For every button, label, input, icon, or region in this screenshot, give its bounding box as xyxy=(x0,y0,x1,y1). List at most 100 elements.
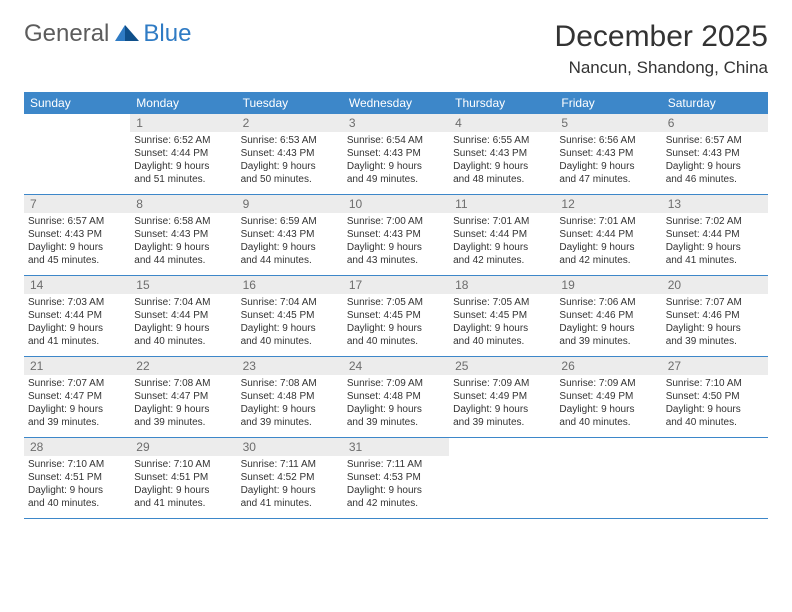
day-body: Sunrise: 7:10 AMSunset: 4:51 PMDaylight:… xyxy=(130,456,236,518)
calendar-cell: 25Sunrise: 7:09 AMSunset: 4:49 PMDayligh… xyxy=(449,357,555,438)
calendar-cell: 12Sunrise: 7:01 AMSunset: 4:44 PMDayligh… xyxy=(555,195,661,276)
calendar-week-row: 21Sunrise: 7:07 AMSunset: 4:47 PMDayligh… xyxy=(24,357,768,438)
day-body: Sunrise: 7:04 AMSunset: 4:45 PMDaylight:… xyxy=(237,294,343,356)
day-body: Sunrise: 7:10 AMSunset: 4:50 PMDaylight:… xyxy=(662,375,768,437)
day-number: 8 xyxy=(130,195,236,213)
day-body: Sunrise: 6:56 AMSunset: 4:43 PMDaylight:… xyxy=(555,132,661,194)
day-number: 13 xyxy=(662,195,768,213)
day-number: 26 xyxy=(555,357,661,375)
day-number: 9 xyxy=(237,195,343,213)
day-header: Monday xyxy=(130,92,236,114)
day-body: Sunrise: 7:03 AMSunset: 4:44 PMDaylight:… xyxy=(24,294,130,356)
calendar-cell: 6Sunrise: 6:57 AMSunset: 4:43 PMDaylight… xyxy=(662,114,768,195)
calendar-cell: 23Sunrise: 7:08 AMSunset: 4:48 PMDayligh… xyxy=(237,357,343,438)
calendar-cell: 13Sunrise: 7:02 AMSunset: 4:44 PMDayligh… xyxy=(662,195,768,276)
day-body: Sunrise: 7:09 AMSunset: 4:49 PMDaylight:… xyxy=(555,375,661,437)
calendar-body: 1Sunrise: 6:52 AMSunset: 4:44 PMDaylight… xyxy=(24,114,768,519)
calendar-cell: 5Sunrise: 6:56 AMSunset: 4:43 PMDaylight… xyxy=(555,114,661,195)
day-body: Sunrise: 7:11 AMSunset: 4:52 PMDaylight:… xyxy=(237,456,343,518)
day-number: 21 xyxy=(24,357,130,375)
calendar-cell xyxy=(24,114,130,195)
day-body: Sunrise: 6:59 AMSunset: 4:43 PMDaylight:… xyxy=(237,213,343,275)
day-number: 22 xyxy=(130,357,236,375)
day-number: 1 xyxy=(130,114,236,132)
day-body xyxy=(24,132,130,155)
calendar-cell: 26Sunrise: 7:09 AMSunset: 4:49 PMDayligh… xyxy=(555,357,661,438)
calendar-cell: 10Sunrise: 7:00 AMSunset: 4:43 PMDayligh… xyxy=(343,195,449,276)
calendar-cell: 2Sunrise: 6:53 AMSunset: 4:43 PMDaylight… xyxy=(237,114,343,195)
calendar-cell: 7Sunrise: 6:57 AMSunset: 4:43 PMDaylight… xyxy=(24,195,130,276)
calendar-cell: 20Sunrise: 7:07 AMSunset: 4:46 PMDayligh… xyxy=(662,276,768,357)
day-number: 30 xyxy=(237,438,343,456)
day-body: Sunrise: 7:11 AMSunset: 4:53 PMDaylight:… xyxy=(343,456,449,518)
day-header: Thursday xyxy=(449,92,555,114)
day-body: Sunrise: 7:10 AMSunset: 4:51 PMDaylight:… xyxy=(24,456,130,518)
calendar-cell: 9Sunrise: 6:59 AMSunset: 4:43 PMDaylight… xyxy=(237,195,343,276)
day-number xyxy=(662,438,768,456)
day-number xyxy=(449,438,555,456)
calendar-cell: 31Sunrise: 7:11 AMSunset: 4:53 PMDayligh… xyxy=(343,438,449,519)
title-block: December 2025 Nancun, Shandong, China xyxy=(555,20,768,78)
day-body: Sunrise: 7:01 AMSunset: 4:44 PMDaylight:… xyxy=(449,213,555,275)
day-body: Sunrise: 7:06 AMSunset: 4:46 PMDaylight:… xyxy=(555,294,661,356)
day-number: 2 xyxy=(237,114,343,132)
day-number: 25 xyxy=(449,357,555,375)
day-body: Sunrise: 7:05 AMSunset: 4:45 PMDaylight:… xyxy=(449,294,555,356)
calendar-cell: 15Sunrise: 7:04 AMSunset: 4:44 PMDayligh… xyxy=(130,276,236,357)
day-number: 23 xyxy=(237,357,343,375)
day-header: Wednesday xyxy=(343,92,449,114)
day-header: Friday xyxy=(555,92,661,114)
day-number xyxy=(555,438,661,456)
day-number: 15 xyxy=(130,276,236,294)
day-number: 4 xyxy=(449,114,555,132)
day-number: 14 xyxy=(24,276,130,294)
calendar-cell xyxy=(555,438,661,519)
day-header: Sunday xyxy=(24,92,130,114)
calendar-cell: 27Sunrise: 7:10 AMSunset: 4:50 PMDayligh… xyxy=(662,357,768,438)
calendar-cell: 16Sunrise: 7:04 AMSunset: 4:45 PMDayligh… xyxy=(237,276,343,357)
day-body: Sunrise: 7:07 AMSunset: 4:46 PMDaylight:… xyxy=(662,294,768,356)
calendar-cell: 3Sunrise: 6:54 AMSunset: 4:43 PMDaylight… xyxy=(343,114,449,195)
day-number: 20 xyxy=(662,276,768,294)
day-number: 27 xyxy=(662,357,768,375)
calendar-cell xyxy=(662,438,768,519)
calendar-week-row: 1Sunrise: 6:52 AMSunset: 4:44 PMDaylight… xyxy=(24,114,768,195)
calendar-cell: 28Sunrise: 7:10 AMSunset: 4:51 PMDayligh… xyxy=(24,438,130,519)
calendar-cell: 22Sunrise: 7:08 AMSunset: 4:47 PMDayligh… xyxy=(130,357,236,438)
day-body: Sunrise: 6:54 AMSunset: 4:43 PMDaylight:… xyxy=(343,132,449,194)
calendar-table: SundayMondayTuesdayWednesdayThursdayFrid… xyxy=(24,92,768,519)
calendar-cell: 21Sunrise: 7:07 AMSunset: 4:47 PMDayligh… xyxy=(24,357,130,438)
calendar-week-row: 28Sunrise: 7:10 AMSunset: 4:51 PMDayligh… xyxy=(24,438,768,519)
calendar-cell: 11Sunrise: 7:01 AMSunset: 4:44 PMDayligh… xyxy=(449,195,555,276)
day-body: Sunrise: 7:04 AMSunset: 4:44 PMDaylight:… xyxy=(130,294,236,356)
day-number: 5 xyxy=(555,114,661,132)
page-title: December 2025 xyxy=(555,20,768,54)
day-body: Sunrise: 7:01 AMSunset: 4:44 PMDaylight:… xyxy=(555,213,661,275)
day-body xyxy=(449,456,555,479)
day-body: Sunrise: 6:55 AMSunset: 4:43 PMDaylight:… xyxy=(449,132,555,194)
day-body: Sunrise: 6:57 AMSunset: 4:43 PMDaylight:… xyxy=(24,213,130,275)
day-number: 3 xyxy=(343,114,449,132)
day-number: 24 xyxy=(343,357,449,375)
day-body: Sunrise: 7:09 AMSunset: 4:49 PMDaylight:… xyxy=(449,375,555,437)
day-body: Sunrise: 6:58 AMSunset: 4:43 PMDaylight:… xyxy=(130,213,236,275)
day-number xyxy=(24,114,130,132)
day-number: 10 xyxy=(343,195,449,213)
day-body xyxy=(555,456,661,479)
day-body: Sunrise: 7:00 AMSunset: 4:43 PMDaylight:… xyxy=(343,213,449,275)
day-number: 29 xyxy=(130,438,236,456)
day-body: Sunrise: 6:53 AMSunset: 4:43 PMDaylight:… xyxy=(237,132,343,194)
calendar-header-row: SundayMondayTuesdayWednesdayThursdayFrid… xyxy=(24,92,768,114)
day-header: Saturday xyxy=(662,92,768,114)
day-number: 6 xyxy=(662,114,768,132)
calendar-cell: 8Sunrise: 6:58 AMSunset: 4:43 PMDaylight… xyxy=(130,195,236,276)
location-text: Nancun, Shandong, China xyxy=(555,58,768,78)
day-body: Sunrise: 6:57 AMSunset: 4:43 PMDaylight:… xyxy=(662,132,768,194)
calendar-cell: 1Sunrise: 6:52 AMSunset: 4:44 PMDaylight… xyxy=(130,114,236,195)
day-number: 11 xyxy=(449,195,555,213)
header: General Blue December 2025 Nancun, Shand… xyxy=(24,20,768,78)
logo-mark-icon xyxy=(115,23,141,46)
day-body: Sunrise: 7:09 AMSunset: 4:48 PMDaylight:… xyxy=(343,375,449,437)
calendar-cell: 30Sunrise: 7:11 AMSunset: 4:52 PMDayligh… xyxy=(237,438,343,519)
calendar-week-row: 14Sunrise: 7:03 AMSunset: 4:44 PMDayligh… xyxy=(24,276,768,357)
